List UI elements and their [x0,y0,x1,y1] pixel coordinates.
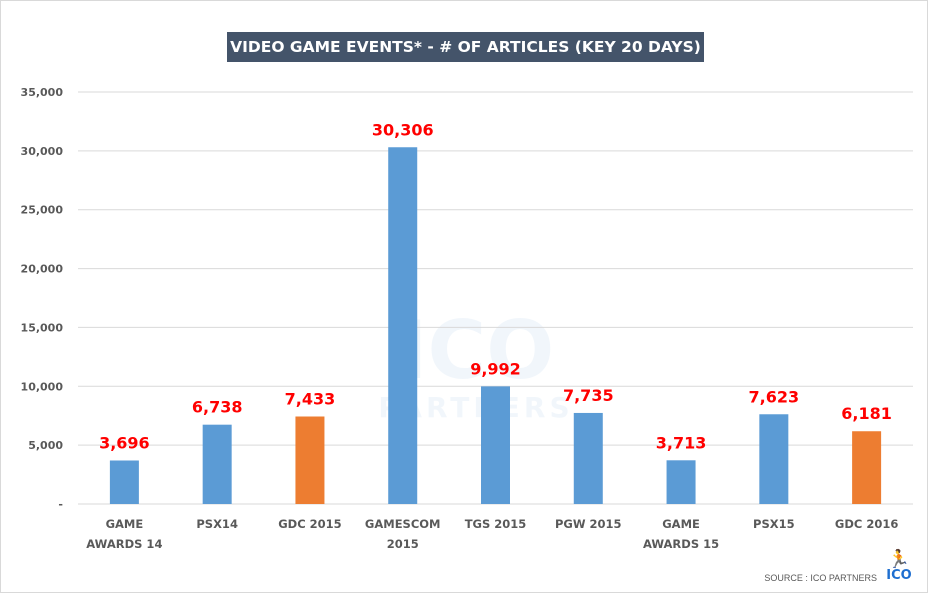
ico-logo: 🏃 ICO [881,551,917,583]
x-tick-label: GDC 2015 [278,517,341,531]
bar [852,431,882,504]
data-label: 7,623 [749,387,800,406]
runner-icon: 🏃 [887,549,911,570]
x-tick-label: TGS 2015 [465,517,527,531]
data-label: 3,696 [99,433,150,452]
bar [666,460,696,504]
y-tick-label: - [58,498,63,511]
y-tick-label: 5,000 [28,439,63,452]
bar [295,416,325,504]
x-tick-label: GDC 2016 [835,517,898,531]
x-tick-label: GAME [662,517,700,531]
chart-title: VIDEO GAME EVENTS* - # OF ARTICLES (KEY … [227,32,704,62]
data-label: 7,433 [285,390,336,409]
x-tick-label: PGW 2015 [555,517,622,531]
data-label: 30,306 [372,120,434,139]
bar [759,414,789,504]
bar [109,460,139,504]
data-label: 6,738 [192,398,243,417]
data-label: 6,181 [841,404,892,423]
x-tick-label: AWARDS 15 [643,537,719,551]
y-tick-label: 15,000 [21,321,64,334]
y-tick-label: 35,000 [21,86,64,99]
x-tick-label: GAMESCOM [365,517,441,531]
x-tick-label: AWARDS 14 [86,537,162,551]
x-tick-label: GAME [106,517,144,531]
bar [388,147,418,505]
bar [481,386,510,504]
x-tick-label: PSX14 [196,517,238,531]
x-tick-label: 2015 [387,537,419,551]
logo-text: ICO [886,568,912,583]
data-label: 3,713 [656,433,707,452]
x-tick-label: PSX15 [753,517,795,531]
y-tick-label: 30,000 [21,145,64,158]
source-note: SOURCE : ICO PARTNERS [764,573,877,583]
y-tick-label: 25,000 [21,204,64,217]
bar [202,424,232,504]
data-label: 7,735 [563,386,614,405]
y-tick-label: 20,000 [21,263,64,276]
bar [573,412,603,504]
data-label: 9,992 [470,359,521,378]
y-tick-label: 10,000 [21,380,64,393]
